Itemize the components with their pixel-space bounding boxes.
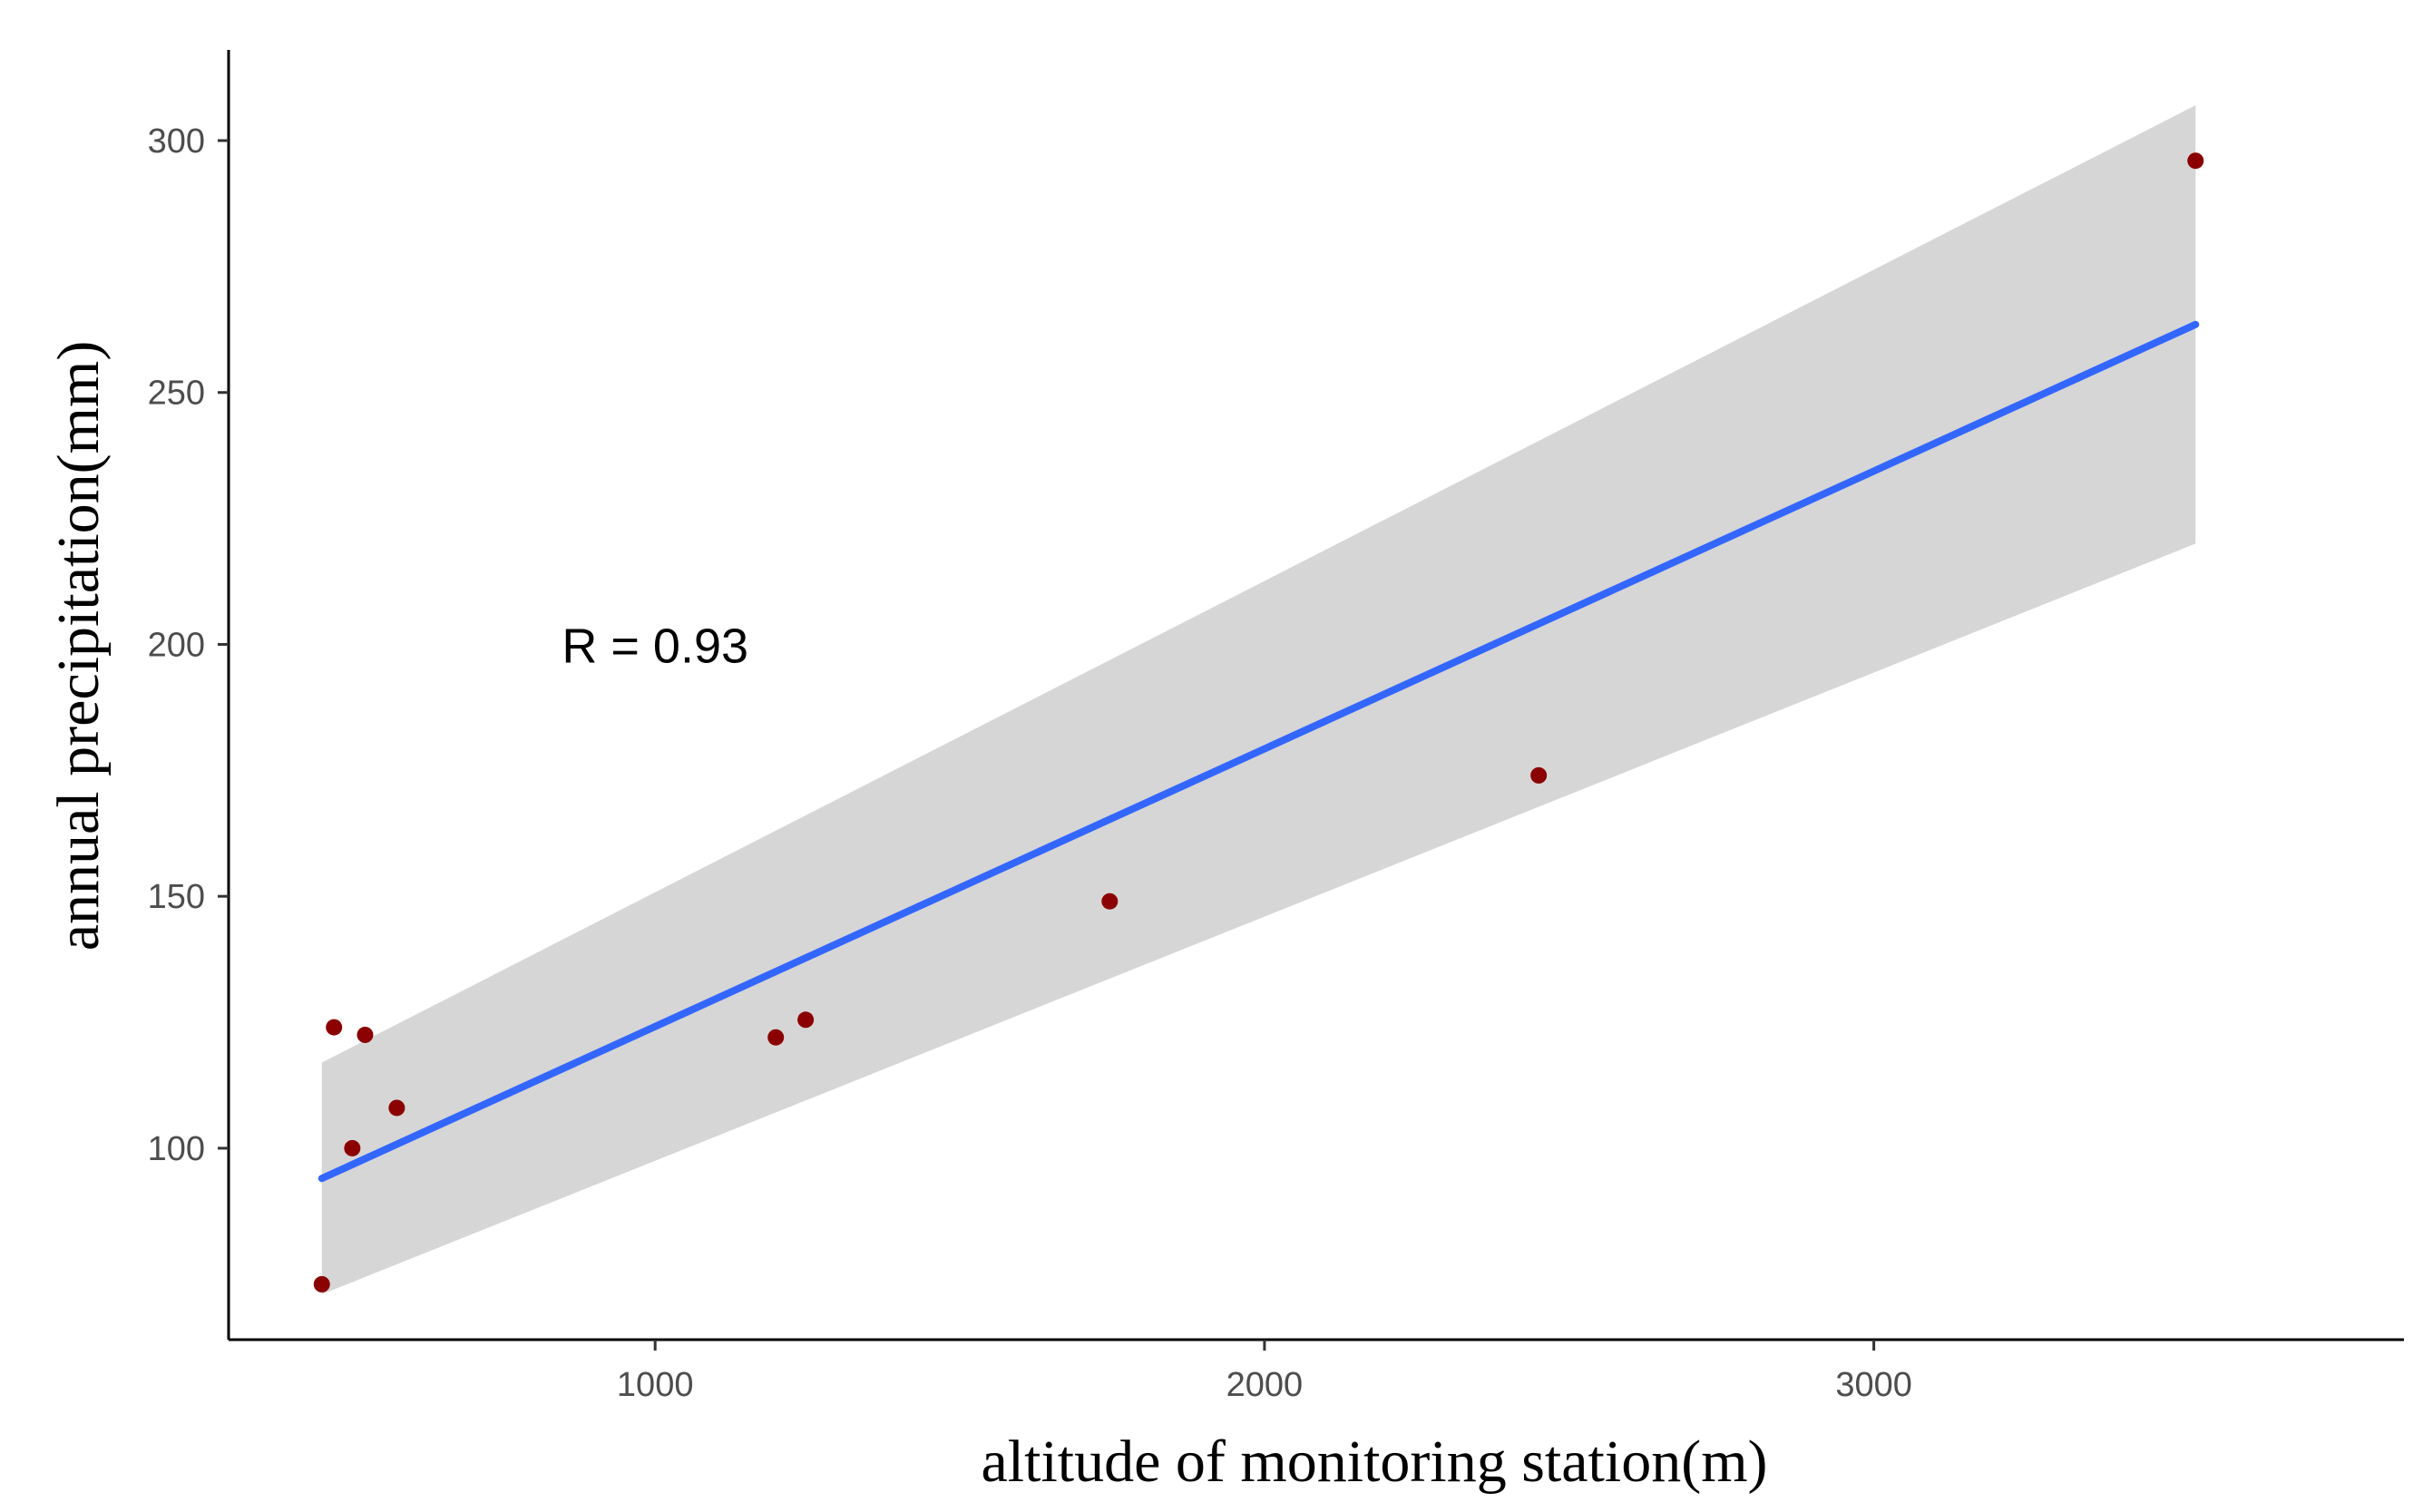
y-tick-label: 250 <box>148 375 205 413</box>
data-points <box>313 152 2204 1293</box>
y-tick-label: 100 <box>148 1130 205 1168</box>
x-axis-ticks: 1000 2000 3000 <box>617 1340 1912 1404</box>
data-point <box>344 1139 361 1156</box>
y-tick-label: 200 <box>148 626 205 664</box>
regression-line <box>318 320 2200 1183</box>
data-point <box>797 1011 815 1029</box>
x-tick-label: 3000 <box>1835 1366 1912 1404</box>
data-point <box>388 1099 405 1117</box>
data-point <box>357 1026 374 1043</box>
confidence-band <box>321 105 2196 1295</box>
y-tick-label: 150 <box>148 878 205 916</box>
x-tick-label: 2000 <box>1226 1366 1304 1404</box>
data-point <box>1530 766 1548 784</box>
x-axis-title: altitude of monitoring station(m) <box>981 1429 1767 1495</box>
data-point <box>313 1275 330 1293</box>
data-point <box>1101 893 1119 910</box>
correlation-annotation: R = 0.93 <box>562 619 748 673</box>
y-tick-label: 300 <box>148 122 205 161</box>
x-tick-label: 1000 <box>617 1366 694 1404</box>
y-axis-title: annual precipitation(mm) <box>45 341 112 951</box>
data-point <box>2187 152 2204 170</box>
y-axis-ticks: 100 150 200 250 300 <box>148 122 229 1168</box>
data-point <box>326 1019 343 1036</box>
data-point <box>767 1029 785 1046</box>
